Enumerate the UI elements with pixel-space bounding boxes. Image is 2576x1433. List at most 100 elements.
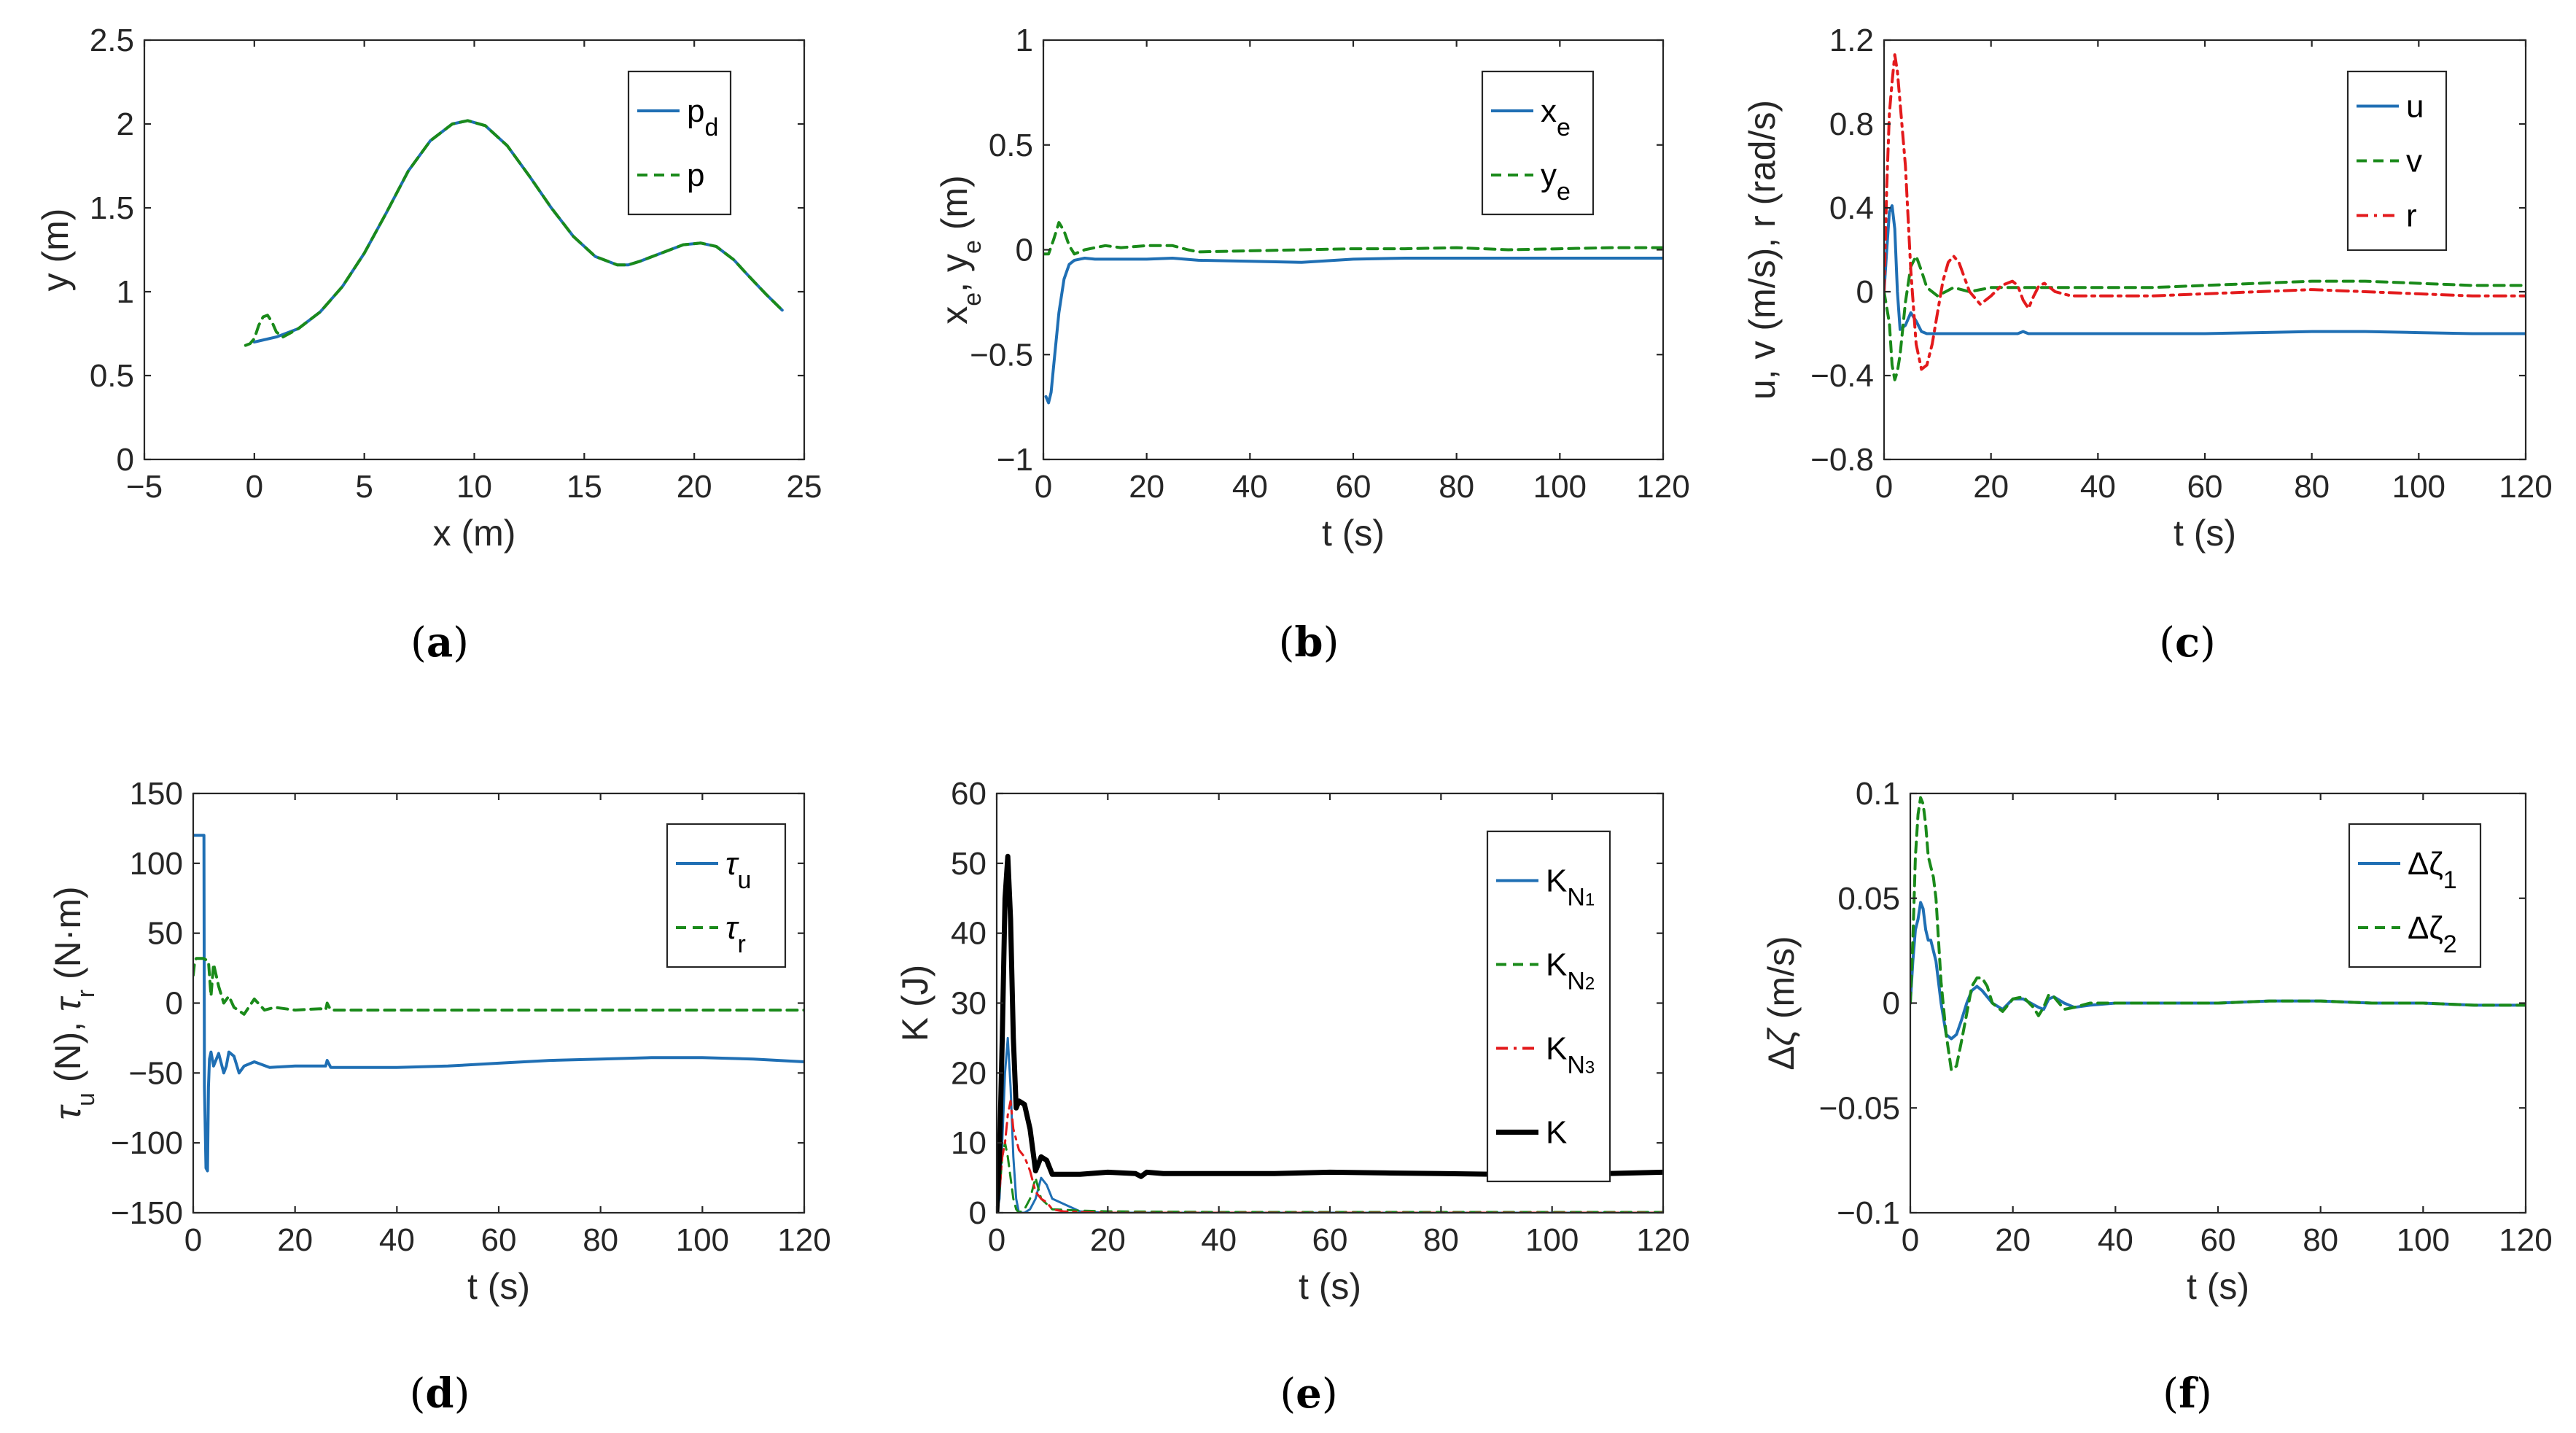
y-tick-label: 150 <box>130 776 183 812</box>
x-axis-label: t (s) <box>1299 1266 1361 1307</box>
x-tick-label: 80 <box>583 1222 618 1258</box>
subplot-f: 0 20 40 60 80 100 120 −0.1 −0.05 0 0.05 0.1 t (s) Δζ … <box>1761 776 2553 1418</box>
legend-entry-label: p <box>687 158 704 193</box>
series-group <box>1043 221 1663 405</box>
y-tick-label: 1 <box>1016 23 1033 58</box>
x-tick-label: 80 <box>1423 1222 1459 1258</box>
y-axis-label: u, v (m/s), r (rad/s) <box>1742 100 1783 400</box>
y-tick-label: 0.4 <box>1829 190 1874 226</box>
y-tick-label: −0.8 <box>1810 442 1874 478</box>
legend-entry-label: KN2 <box>1546 947 1595 995</box>
subfigure-label: (d) <box>410 1370 470 1418</box>
x-tick-label: 40 <box>379 1222 415 1258</box>
x-axis-label: t (s) <box>467 1266 530 1307</box>
y-tick-label: 30 <box>951 986 987 1022</box>
legend-entry-label: τu <box>725 846 751 894</box>
series-p_d <box>252 119 784 343</box>
legend-entry-label: KN1 <box>1546 863 1595 912</box>
x-tick-label: 20 <box>1973 469 2009 505</box>
x-tick-label: 60 <box>1336 469 1371 505</box>
series-v <box>1884 255 2526 381</box>
x-tick-label: 0 <box>1875 469 1893 505</box>
y-tick-label: 20 <box>951 1055 987 1091</box>
x-tick-label: 120 <box>1636 1222 1689 1258</box>
legend-entry-label: Δζ2 <box>2408 910 2457 958</box>
y-tick-label: 2 <box>117 106 134 142</box>
y-axis-label: y (m) <box>35 209 76 292</box>
x-tick-label: 0 <box>184 1222 202 1258</box>
legend: τu τr <box>666 823 787 968</box>
x-tick-label: 80 <box>2294 469 2330 505</box>
series-r <box>1884 53 2526 371</box>
series-y_e <box>1043 221 1663 256</box>
legend: pd p <box>627 70 732 216</box>
y-tick-label: 0 <box>117 442 134 478</box>
series-dzeta2 <box>1910 796 2526 1072</box>
y-tick-label: 10 <box>951 1125 987 1161</box>
legend: uvr <box>2346 70 2448 252</box>
subfigure-label: (a) <box>410 618 469 667</box>
legend: xe ye <box>1481 70 1595 216</box>
series-group <box>1910 796 2526 1072</box>
y-tick-label: 50 <box>951 846 987 882</box>
x-tick-label: 40 <box>2098 1222 2133 1258</box>
series-x_e <box>1044 257 1663 405</box>
y-tick-label: 0 <box>166 986 183 1022</box>
y-tick-label: 40 <box>951 916 987 952</box>
x-tick-label: 20 <box>1090 1222 1126 1258</box>
series-tau_u <box>193 834 804 1173</box>
y-axis-label: xe, ye (m) <box>934 175 987 324</box>
y-tick-label: 0 <box>1883 986 1900 1022</box>
legend-entry-label: u <box>2406 89 2424 125</box>
legend-entry-label: xe <box>1541 93 1571 141</box>
series-p <box>244 119 784 347</box>
series-group <box>193 834 804 1173</box>
y-tick-label: −50 <box>128 1055 183 1091</box>
x-tick-label: 0 <box>1902 1222 1919 1258</box>
series-K_N3 <box>997 1100 1663 1213</box>
x-tick-label: 60 <box>2187 469 2223 505</box>
y-tick-label: 1.2 <box>1829 23 1874 58</box>
legend-entry-label: τr <box>725 910 746 958</box>
series-group <box>244 119 784 347</box>
legend-entry-label: Δζ1 <box>2408 846 2457 894</box>
legend-entry-label: ye <box>1541 158 1571 206</box>
y-axis-label: τu (N), τr (N·m) <box>47 886 100 1119</box>
y-tick-label: 50 <box>147 916 183 952</box>
x-tick-label: 40 <box>1201 1222 1237 1258</box>
y-axis-label: Δζ (m/s) <box>1761 936 1802 1070</box>
y-tick-label: 0.05 <box>1837 881 1900 917</box>
y-tick-label: −0.05 <box>1819 1090 1900 1126</box>
y-tick-label: −100 <box>111 1125 183 1161</box>
x-tick-label: 60 <box>481 1222 517 1258</box>
x-tick-label: −5 <box>126 469 163 505</box>
y-tick-label: 2.5 <box>90 23 134 58</box>
legend: KN1 KN2 KN3 K <box>1486 830 1611 1183</box>
x-tick-label: 40 <box>1232 469 1268 505</box>
x-tick-label: 0 <box>988 1222 1005 1258</box>
subfigure-label: (c) <box>2159 618 2216 667</box>
x-axis-label: t (s) <box>1322 513 1385 554</box>
x-tick-label: 120 <box>2499 1222 2552 1258</box>
legend-box <box>666 823 787 968</box>
subplot-d: 0 20 40 60 80 100 120 −150 −100 −50 0 50 100 150 t (s)… <box>47 776 831 1418</box>
x-tick-label: 100 <box>676 1222 729 1258</box>
subplot-e: 0 20 40 60 80 100 120 0 10 20 30 40 50 60 t (s) K (J) KN… <box>895 776 1690 1418</box>
y-tick-label: −0.5 <box>970 337 1033 373</box>
y-tick-label: −150 <box>111 1195 183 1231</box>
x-tick-label: 40 <box>2080 469 2116 505</box>
x-tick-label: 120 <box>2499 469 2552 505</box>
legend-entry-label: r <box>2406 198 2417 234</box>
legend-entry-label: K <box>1546 1115 1567 1151</box>
x-tick-label: 60 <box>1312 1222 1348 1258</box>
y-tick-label: 0 <box>1856 274 1874 310</box>
x-tick-label: 100 <box>2392 469 2445 505</box>
y-tick-label: 0.1 <box>1856 776 1900 812</box>
legend-entry-label: v <box>2406 144 2422 179</box>
x-tick-label: 100 <box>1525 1222 1579 1258</box>
series-u <box>1884 204 2526 335</box>
legend-box <box>1481 70 1595 216</box>
y-tick-label: −0.4 <box>1810 358 1874 394</box>
